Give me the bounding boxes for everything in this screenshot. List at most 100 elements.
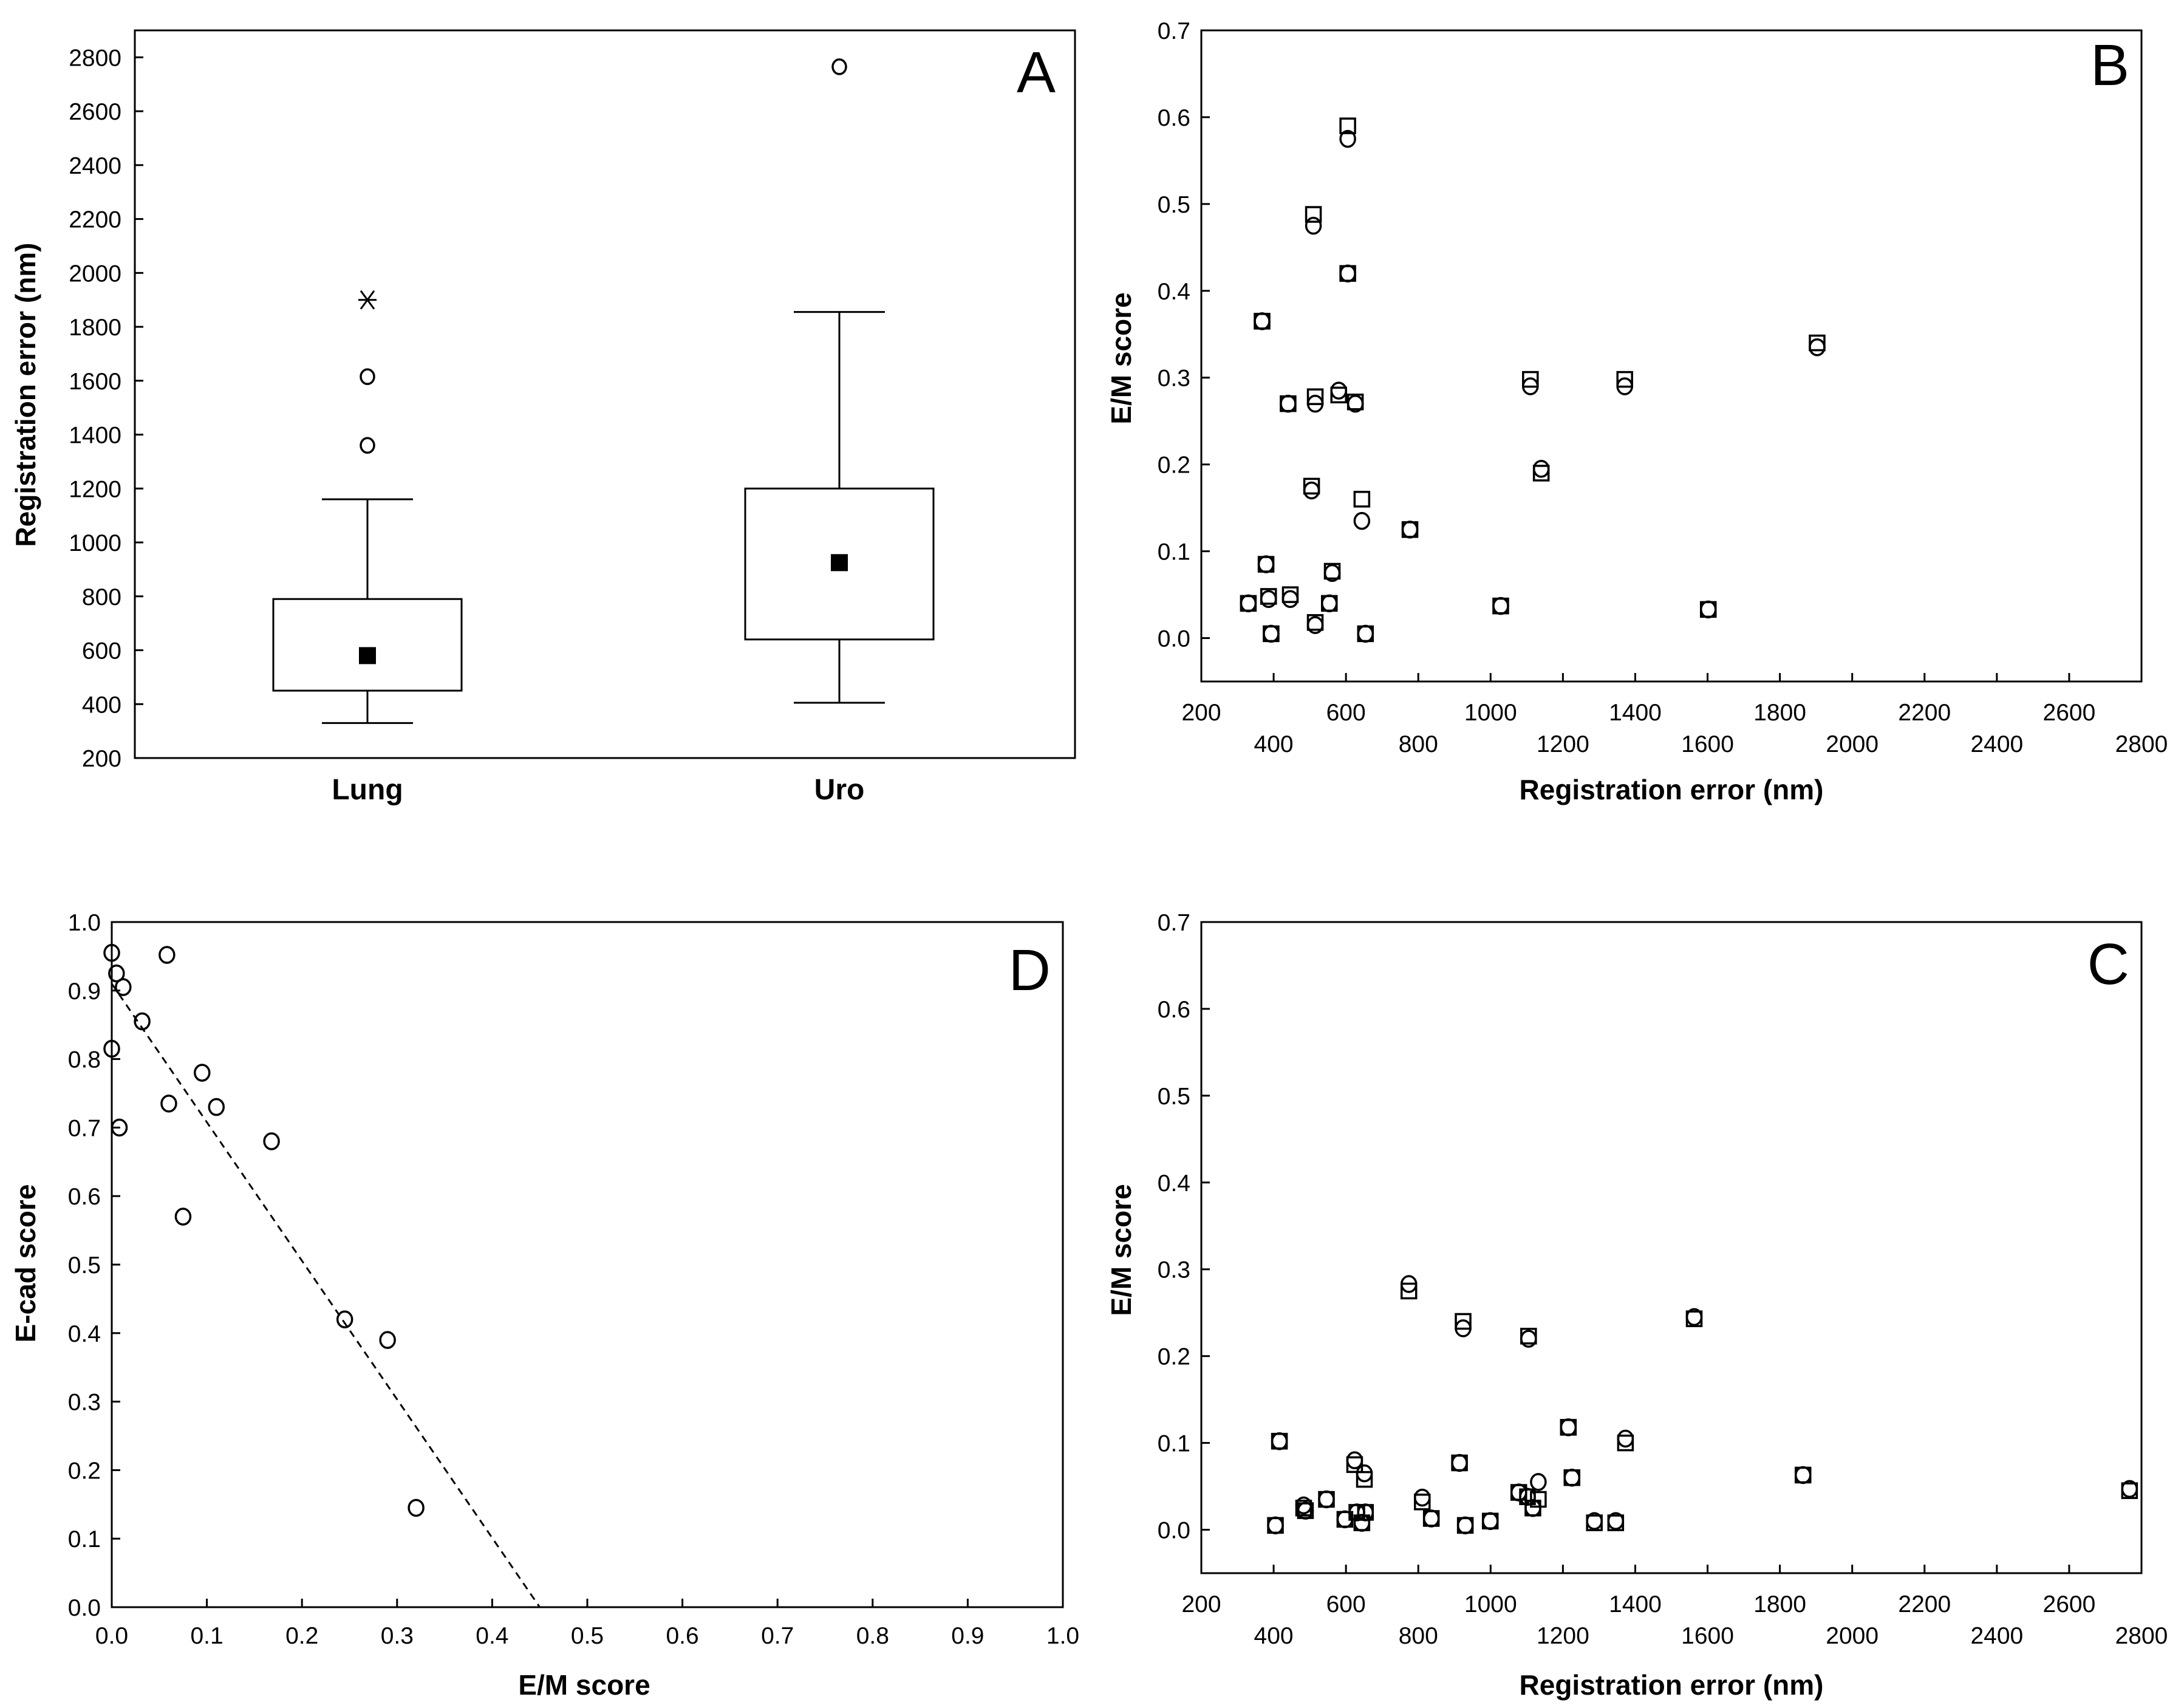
x-tick-label: 0.2 [285,1623,318,1649]
y-tick-label: 400 [82,692,121,718]
x-tick-label: 0.4 [476,1623,508,1649]
square-marker [1346,394,1364,411]
square-marker [1560,1419,1577,1436]
y-tick-label: 0.5 [68,1252,101,1279]
panel-c-plot-frame [1200,921,2143,1574]
circle-marker [103,1039,120,1058]
panel-b-plot-frame [1200,29,2143,683]
square-marker [1357,1504,1374,1521]
y-tick-label: 600 [82,638,121,664]
y-tick-label: 0.2 [1158,1344,1190,1370]
circle-marker [1240,594,1257,613]
y-tick-label: 2800 [69,45,121,71]
square-marker [1451,1454,1468,1472]
median-marker [359,647,376,664]
x-tick-label: 0.6 [666,1623,698,1649]
y-tick-label: 1800 [69,315,121,341]
square-marker [1240,595,1257,612]
square-marker [1280,395,1297,412]
circle-marker [1356,1464,1373,1483]
x-tick-label: 2600 [2043,1591,2096,1617]
interquartile-box [744,487,935,641]
square-marker [1586,1514,1603,1531]
y-tick-label: 0.8 [68,1047,101,1073]
circle-marker [108,964,125,983]
circle-marker [1699,600,1717,619]
circle-marker [379,1331,396,1349]
circle-marker [408,1498,425,1517]
circle-marker [1530,1473,1547,1491]
circle-marker [1321,594,1338,613]
panel-c-x-ticks: 200 400 600 800 1000 1200 1400 1600 1800 2000 2200… [1181,1565,2168,1649]
square-marker [1492,597,1509,615]
x-tick-label: 2000 [1826,731,1879,757]
panel-c-x-axis-label: Registration error (nm) [1520,1669,1824,1701]
square-marker [1353,491,1371,508]
square-marker [1520,1328,1537,1345]
circle-marker [1346,1451,1363,1469]
x-tick-label: 1800 [1753,700,1806,726]
outlier-marker [831,58,847,75]
panel-d-x-ticks: 0.0 0.1 0.2 0.3 0.4 0.5 0.6 0.7 0.8 0.9 1.0 [95,1599,1079,1649]
square-marker [1563,1469,1581,1486]
circle-marker [1510,1483,1527,1501]
circle-marker [103,944,120,962]
x-tick-label: 2800 [2115,731,2168,757]
x-tick-label: 0.5 [571,1623,604,1649]
x-tick-label: 2000 [1826,1623,1879,1649]
y-tick-label: 1200 [69,476,121,502]
extreme-marker-stroke [360,290,375,310]
y-tick-label: 0.3 [68,1390,101,1416]
circle-marker [208,1098,225,1116]
x-tick-label: 1000 [1464,700,1517,726]
y-tick-label: 0.6 [68,1184,101,1210]
y-tick-label: 0.3 [1158,366,1190,392]
circle-marker [1532,460,1550,478]
y-tick-label: 1600 [69,369,121,395]
square-marker [1455,1313,1472,1330]
square-marker [1530,1491,1547,1508]
square-marker [1303,477,1320,495]
y-tick-label: 0.7 [68,1115,101,1141]
square-marker [1357,625,1374,643]
y-tick-label: 1400 [69,423,121,449]
panel-b-label: B [2090,33,2129,98]
x-tick-label: 800 [1399,731,1438,757]
y-tick-label: 0.4 [1158,1170,1190,1197]
y-tick-label: 0.0 [1158,626,1190,652]
x-tick-label: 0.7 [761,1623,794,1649]
circle-marker [1451,1454,1468,1472]
x-tick-label: 0.9 [951,1623,984,1649]
panel-d-markers [103,944,425,1517]
y-tick-label: 1.0 [68,910,101,936]
panel-d-y-ticks: 0.0 0.1 0.2 0.3 0.4 0.5 0.6 0.7 0.8 0.9 1.0 [68,910,120,1621]
circle-marker [1281,590,1299,608]
square-marker [1318,1491,1335,1508]
circle-marker [1563,1469,1581,1487]
circle-marker [1357,624,1374,643]
y-tick-label: 0.6 [1158,997,1190,1023]
circle-marker [1560,1418,1577,1436]
square-marker [1330,386,1347,404]
circle-marker [1456,1516,1474,1535]
square-marker [1281,586,1299,603]
y-tick-label: 0.7 [1158,910,1190,936]
circle-marker [336,1310,353,1328]
x-tick-label: 2200 [1898,700,1951,726]
circle-marker [1318,1490,1335,1509]
panel-d-x-axis-label: E/M score [518,1669,650,1701]
circle-marker [1357,1503,1374,1522]
square-marker [1263,625,1280,643]
extreme-marker [358,290,377,310]
x-tick-label: 600 [1326,700,1366,726]
square-marker [1456,1517,1474,1534]
panel-b-x-ticks: 200 400 600 800 1000 1200 1400 1600 1800 2000 2200… [1181,673,2168,757]
x-tick-label: 200 [1181,700,1221,726]
y-tick-label: 0.5 [1158,192,1190,218]
y-tick-label: 0.7 [1158,18,1190,44]
panel-d-fit-line-group [111,983,541,1608]
panel-a-label: A [1017,40,1056,105]
square-marker [1524,1500,1541,1517]
square-marker [1257,556,1275,573]
square-marker [1353,1514,1371,1531]
